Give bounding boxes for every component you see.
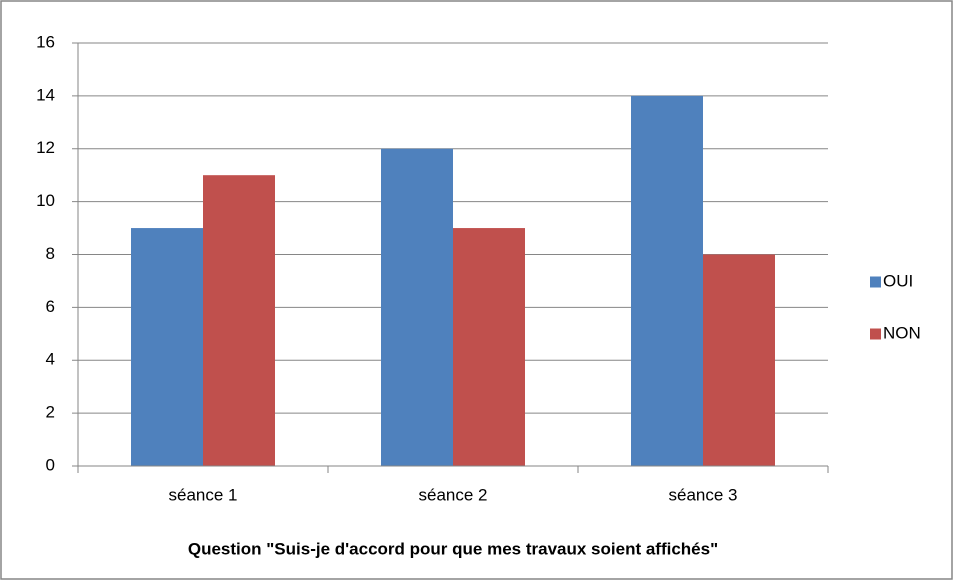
- bar: [703, 254, 775, 466]
- bar: [453, 228, 525, 466]
- y-tick-label: 4: [46, 350, 55, 369]
- bar: [203, 175, 275, 466]
- y-tick-label: 6: [46, 297, 55, 316]
- legend-label: OUI: [883, 271, 913, 290]
- y-tick-label: 14: [36, 85, 55, 104]
- bar: [631, 95, 703, 466]
- bar: [381, 148, 453, 466]
- x-tick-label: séance 1: [169, 485, 238, 504]
- legend-label: NON: [883, 323, 921, 342]
- x-tick-label: séance 3: [669, 485, 738, 504]
- x-tick-label: séance 2: [419, 485, 488, 504]
- y-tick-label: 2: [46, 403, 55, 422]
- y-tick-label: 16: [36, 32, 55, 51]
- y-tick-label: 8: [46, 244, 55, 263]
- legend-swatch: [870, 276, 881, 288]
- legend-swatch: [870, 328, 881, 340]
- y-tick-label: 12: [36, 138, 55, 157]
- y-tick-label: 0: [46, 455, 55, 474]
- bar: [131, 228, 203, 466]
- y-tick-label: 10: [36, 191, 55, 210]
- x-axis-title: Question "Suis-je d'accord pour que mes …: [188, 539, 718, 558]
